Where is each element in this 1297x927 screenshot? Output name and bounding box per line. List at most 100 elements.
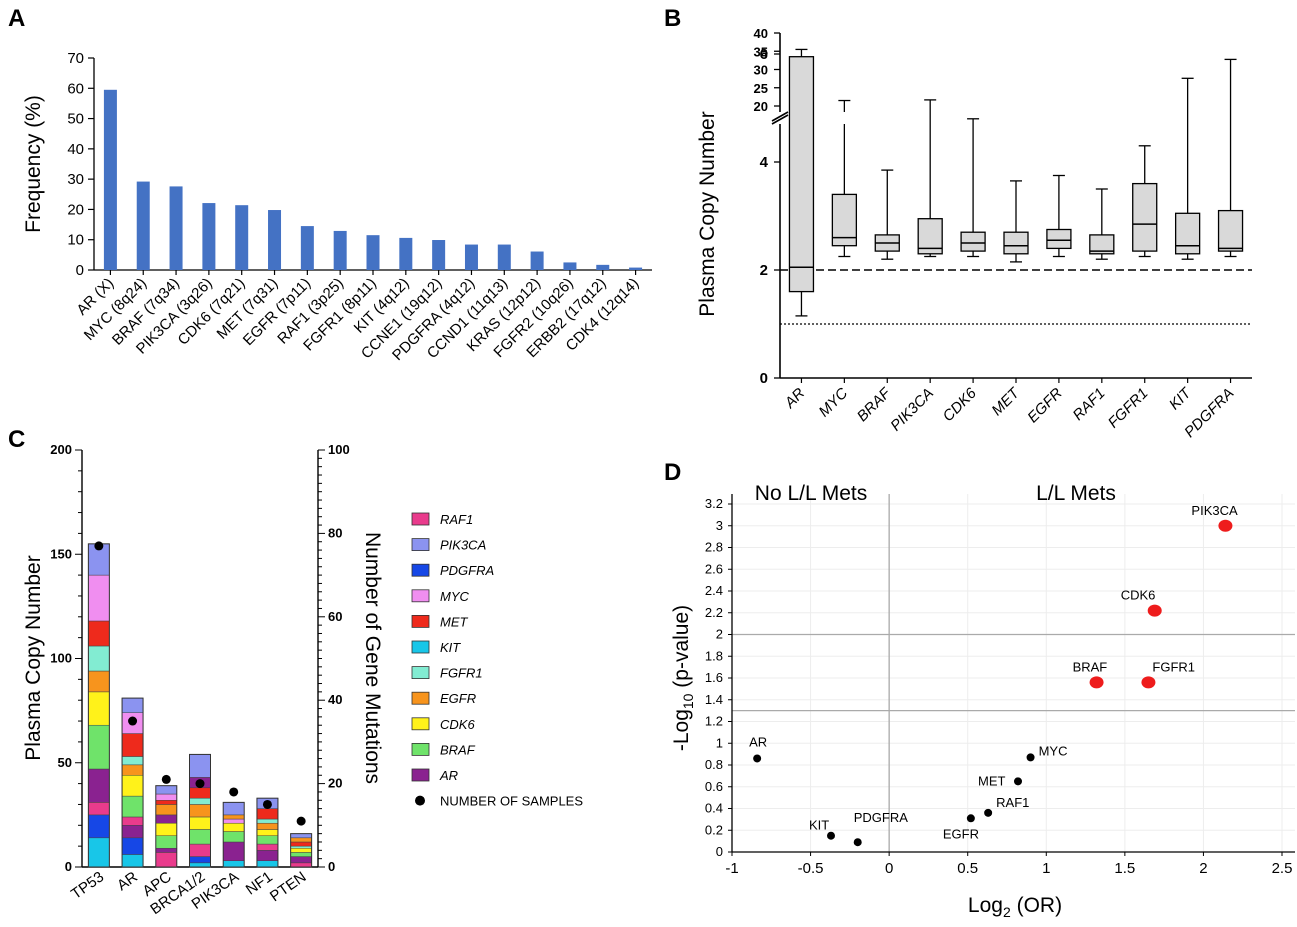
y-tick-label: 50: [58, 755, 72, 770]
legend-label-met: MET: [440, 614, 469, 629]
legend-swatch-pdgfra: [411, 563, 430, 577]
point-egfr: [966, 814, 975, 823]
segment-brca1-2-cdk6: [189, 816, 211, 830]
legend-swatch-fgfr1: [411, 666, 430, 679]
segment-brca1-2-raf1: [189, 843, 211, 857]
point-ar: [753, 754, 762, 763]
x-tick-label: TP53: [68, 868, 107, 902]
segment-nf1-egfr: [256, 822, 279, 830]
point-label-raf1: RAF1: [996, 795, 1029, 810]
region-label-right: L/L Mets: [1036, 482, 1116, 505]
y-tick-label: 70: [67, 50, 84, 67]
legend-swatch-met: [411, 615, 430, 628]
segment-ar-cdk6: [121, 775, 144, 797]
y-axis-title-subscript: 10: [680, 693, 696, 709]
bar-pdgfra-4q12: [464, 244, 478, 270]
y-tick-label: 2.8: [705, 540, 723, 555]
x-tick-label: 2: [1199, 860, 1207, 877]
x-tick-label: -0.5: [798, 860, 824, 877]
box-pdgfra: [1217, 209, 1244, 252]
segment-apc-cdk6: [155, 822, 178, 836]
point-pdgfra: [853, 838, 862, 847]
bar-raf1-3p25: [333, 230, 347, 270]
x-tick-label: KIT: [1166, 384, 1196, 414]
box-egfr: [1046, 228, 1072, 250]
segment-ar-pik3ca: [121, 697, 144, 713]
y-tick-label: 0: [716, 844, 723, 859]
y-tick-label: 20: [67, 201, 84, 218]
x-tick-label: 1: [1042, 860, 1050, 877]
sample-count-dot-tp53: [94, 541, 104, 551]
y-axis-title: Plasma Copy Number: [696, 111, 719, 316]
segment-brca1-2-pdgfra: [189, 856, 211, 864]
legend-swatch-myc: [411, 589, 430, 603]
y-tick-label: 3: [716, 518, 723, 533]
point-label-egfr: EGFR: [943, 826, 979, 841]
point-met: [1014, 777, 1022, 786]
bar-braf-7q34: [169, 186, 183, 270]
bar-ccnd1-11q13: [497, 244, 511, 270]
segment-pik3ca-myc: [222, 818, 245, 824]
sample-count-dot-nf1: [262, 799, 272, 809]
segment-pten-fgfr1: [290, 845, 312, 849]
segment-nf1-cdk6: [256, 829, 279, 836]
y-tick-label: 6: [760, 46, 768, 63]
y-tick-label: 40: [754, 26, 768, 41]
segment-tp53-kit: [88, 837, 110, 868]
y-tick-label: 1: [716, 735, 723, 750]
y-tick-label: 10: [67, 232, 84, 249]
segment-nf1-fgfr1: [256, 818, 279, 824]
bar-ar-x: [103, 89, 117, 270]
segment-pten-raf1: [290, 862, 312, 868]
x-axis-title-main: Log: [968, 894, 1003, 917]
legend-swatch-braf: [411, 743, 430, 756]
y-tick-label: 100: [50, 651, 72, 666]
legend-label-myc: MYC: [440, 589, 470, 604]
segment-brca1-2-kit: [189, 862, 211, 868]
segment-nf1-kit: [256, 860, 279, 868]
x-tick-label: BRAF: [854, 384, 895, 425]
stack-outline-nf1: [256, 797, 279, 868]
segment-ar-fgfr1: [121, 756, 144, 766]
segment-tp53-pdgfra: [88, 814, 110, 839]
x-tick-label: AR: [781, 385, 809, 413]
legend-label-samples: NUMBER OF SAMPLES: [440, 794, 583, 809]
y2-tick-label: 60: [328, 609, 342, 624]
y-tick-label: 25: [754, 81, 768, 96]
segment-ar-braf: [121, 795, 144, 818]
segment-tp53-raf1: [88, 802, 110, 816]
y-tick-label: 30: [67, 171, 84, 188]
bar-cdk4-12q14: [629, 267, 643, 270]
region-label-left: No L/L Mets: [755, 482, 867, 505]
segment-apc-ar: [155, 814, 178, 824]
box-kit: [1174, 212, 1201, 255]
legend-label-fgfr1: FGFR1: [440, 666, 483, 681]
y-tick-label: 200: [50, 442, 72, 457]
segment-pten-met: [290, 841, 312, 847]
segment-tp53-braf: [88, 724, 110, 770]
y-tick-label: 50: [67, 111, 84, 128]
segment-tp53-egfr: [88, 670, 110, 693]
y-tick-label: 0.4: [705, 801, 723, 816]
x-tick-label: 0.5: [957, 860, 978, 877]
point-label-braf: BRAF: [1073, 659, 1108, 674]
box-met: [1003, 231, 1029, 255]
legend-swatch-kit: [411, 640, 430, 654]
y-tick-label: 1.2: [705, 714, 723, 729]
panel-letter-a: A: [8, 5, 25, 32]
point-label-ar: AR: [749, 734, 767, 749]
sample-count-dot-pik3ca: [229, 787, 239, 797]
legend-swatch-cdk6: [411, 717, 430, 731]
legend-label-egfr: EGFR: [440, 691, 476, 706]
segment-brca1-2-met: [189, 787, 211, 799]
stack-outline-ar: [121, 697, 144, 868]
segment-pik3ca-braf: [222, 831, 245, 843]
segment-pik3ca-kit: [222, 860, 245, 868]
segment-ar-met: [121, 733, 144, 757]
legend-label-ar: AR: [439, 768, 458, 783]
stack-outline-pten: [290, 833, 313, 868]
bar-pik3ca-3q26: [202, 203, 216, 270]
segment-ar-pdgfra: [121, 837, 144, 855]
